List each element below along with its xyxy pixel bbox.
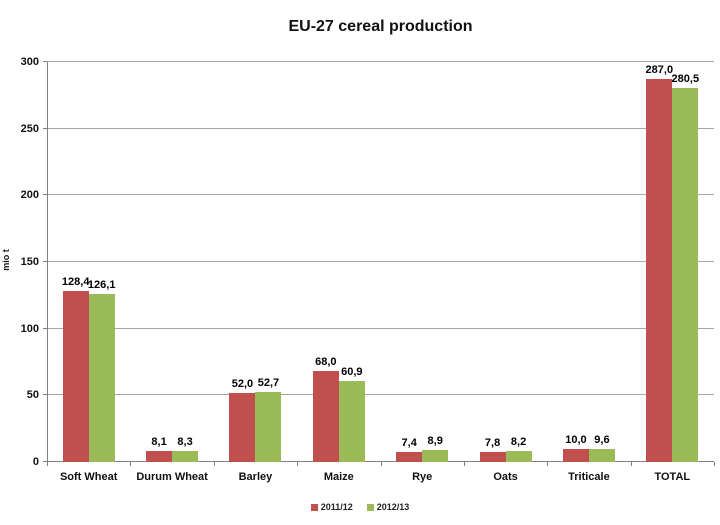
x-category-label: Rye (412, 471, 433, 483)
x-category-label: Barley (238, 471, 273, 483)
bar-value-label: 7,8 (484, 436, 501, 449)
bar-2011/12-triticale (562, 448, 589, 462)
legend-item-2012-13: 2012/13 (366, 502, 410, 512)
y-axis-line (47, 62, 48, 462)
y-tick-mark (43, 394, 47, 396)
bar-value-label: 60,9 (341, 365, 363, 378)
bar-2011/12-maize (312, 371, 339, 462)
bar-value-label: 280,5 (671, 73, 700, 85)
bar-2012/13-total (672, 88, 699, 462)
x-axis-line (47, 461, 714, 462)
x-category-label: Triticale (568, 471, 610, 483)
bar-value-label: 52,0 (231, 377, 254, 390)
bar-2012/13-rye (422, 450, 449, 462)
bar-value-label: 52,7 (257, 376, 280, 389)
y-tick-mark (43, 194, 47, 196)
bar-value-label: 287,0 (645, 64, 674, 77)
y-tick-label: 100 (20, 322, 39, 335)
bar-value-label: 9,6 (594, 434, 610, 447)
x-tick-mark (714, 462, 715, 466)
y-tick-mark (43, 61, 47, 62)
gridline (47, 327, 714, 329)
x-category-label: Maize (323, 471, 354, 483)
legend-label: 2011/12 (320, 502, 353, 512)
y-tick-label: 300 (20, 56, 39, 68)
x-tick-mark (130, 462, 132, 466)
bar-value-label: 10,0 (565, 433, 587, 446)
y-tick-mark (43, 127, 47, 129)
y-tick-label: 50 (26, 389, 39, 402)
bar-2012/13-barley (255, 391, 282, 462)
legend-swatch (310, 504, 318, 511)
gridline (47, 261, 714, 262)
bar-2011/12-total (646, 79, 673, 462)
y-tick-label: 0 (32, 456, 39, 468)
x-tick-mark (630, 462, 632, 466)
x-tick-mark (547, 462, 549, 466)
x-tick-mark (47, 462, 48, 466)
bar-2012/13-triticale (588, 449, 615, 462)
y-tick-mark (43, 461, 47, 462)
bar-2012/13-oats (505, 451, 532, 462)
y-tick-mark (43, 327, 47, 329)
bar-2011/12-soft-wheat (62, 290, 89, 462)
bar-value-label: 68,0 (315, 356, 337, 369)
bar-2012/13-maize (338, 380, 365, 462)
gridline (47, 61, 714, 62)
bar-value-label: 126,1 (87, 278, 116, 291)
y-tick-label: 250 (20, 122, 39, 135)
legend-item-2011-12: 2011/12 (310, 502, 353, 512)
bar-2011/12-rye (396, 452, 423, 462)
bar-2011/12-durum-wheat (146, 451, 173, 462)
bar-value-label: 8,1 (151, 436, 167, 449)
legend-label: 2012/13 (376, 502, 410, 512)
gridline (47, 127, 714, 129)
x-category-label: TOTAL (654, 471, 691, 483)
x-tick-mark (213, 462, 215, 466)
bar-value-label: 8,9 (427, 435, 443, 448)
x-category-label: Durum Wheat (136, 471, 208, 483)
bar-2012/13-soft-wheat (88, 293, 115, 462)
y-tick-label: 150 (20, 256, 39, 268)
x-tick-mark (297, 462, 299, 466)
bar-2011/12-oats (479, 451, 506, 462)
bar-2011/12-barley (229, 392, 256, 462)
chart-title: EU-27 cereal production (288, 18, 473, 35)
legend: 2011/12 2012/13 (0, 503, 720, 512)
x-tick-mark (380, 462, 382, 466)
legend-swatch (366, 504, 374, 511)
bar-value-label: 128,4 (61, 275, 90, 288)
gridline (47, 194, 714, 196)
bar-value-label: 8,2 (510, 436, 527, 449)
bar-value-label: 8,3 (177, 435, 193, 448)
bar-value-label: 7,4 (401, 437, 417, 450)
y-tick-label: 200 (20, 189, 39, 202)
gridline (47, 394, 714, 396)
x-tick-mark (463, 462, 465, 466)
bar-2012/13-durum-wheat (172, 450, 199, 462)
y-tick-mark (43, 261, 47, 262)
x-category-label: Oats (493, 471, 518, 483)
x-category-label: Soft Wheat (59, 471, 118, 483)
